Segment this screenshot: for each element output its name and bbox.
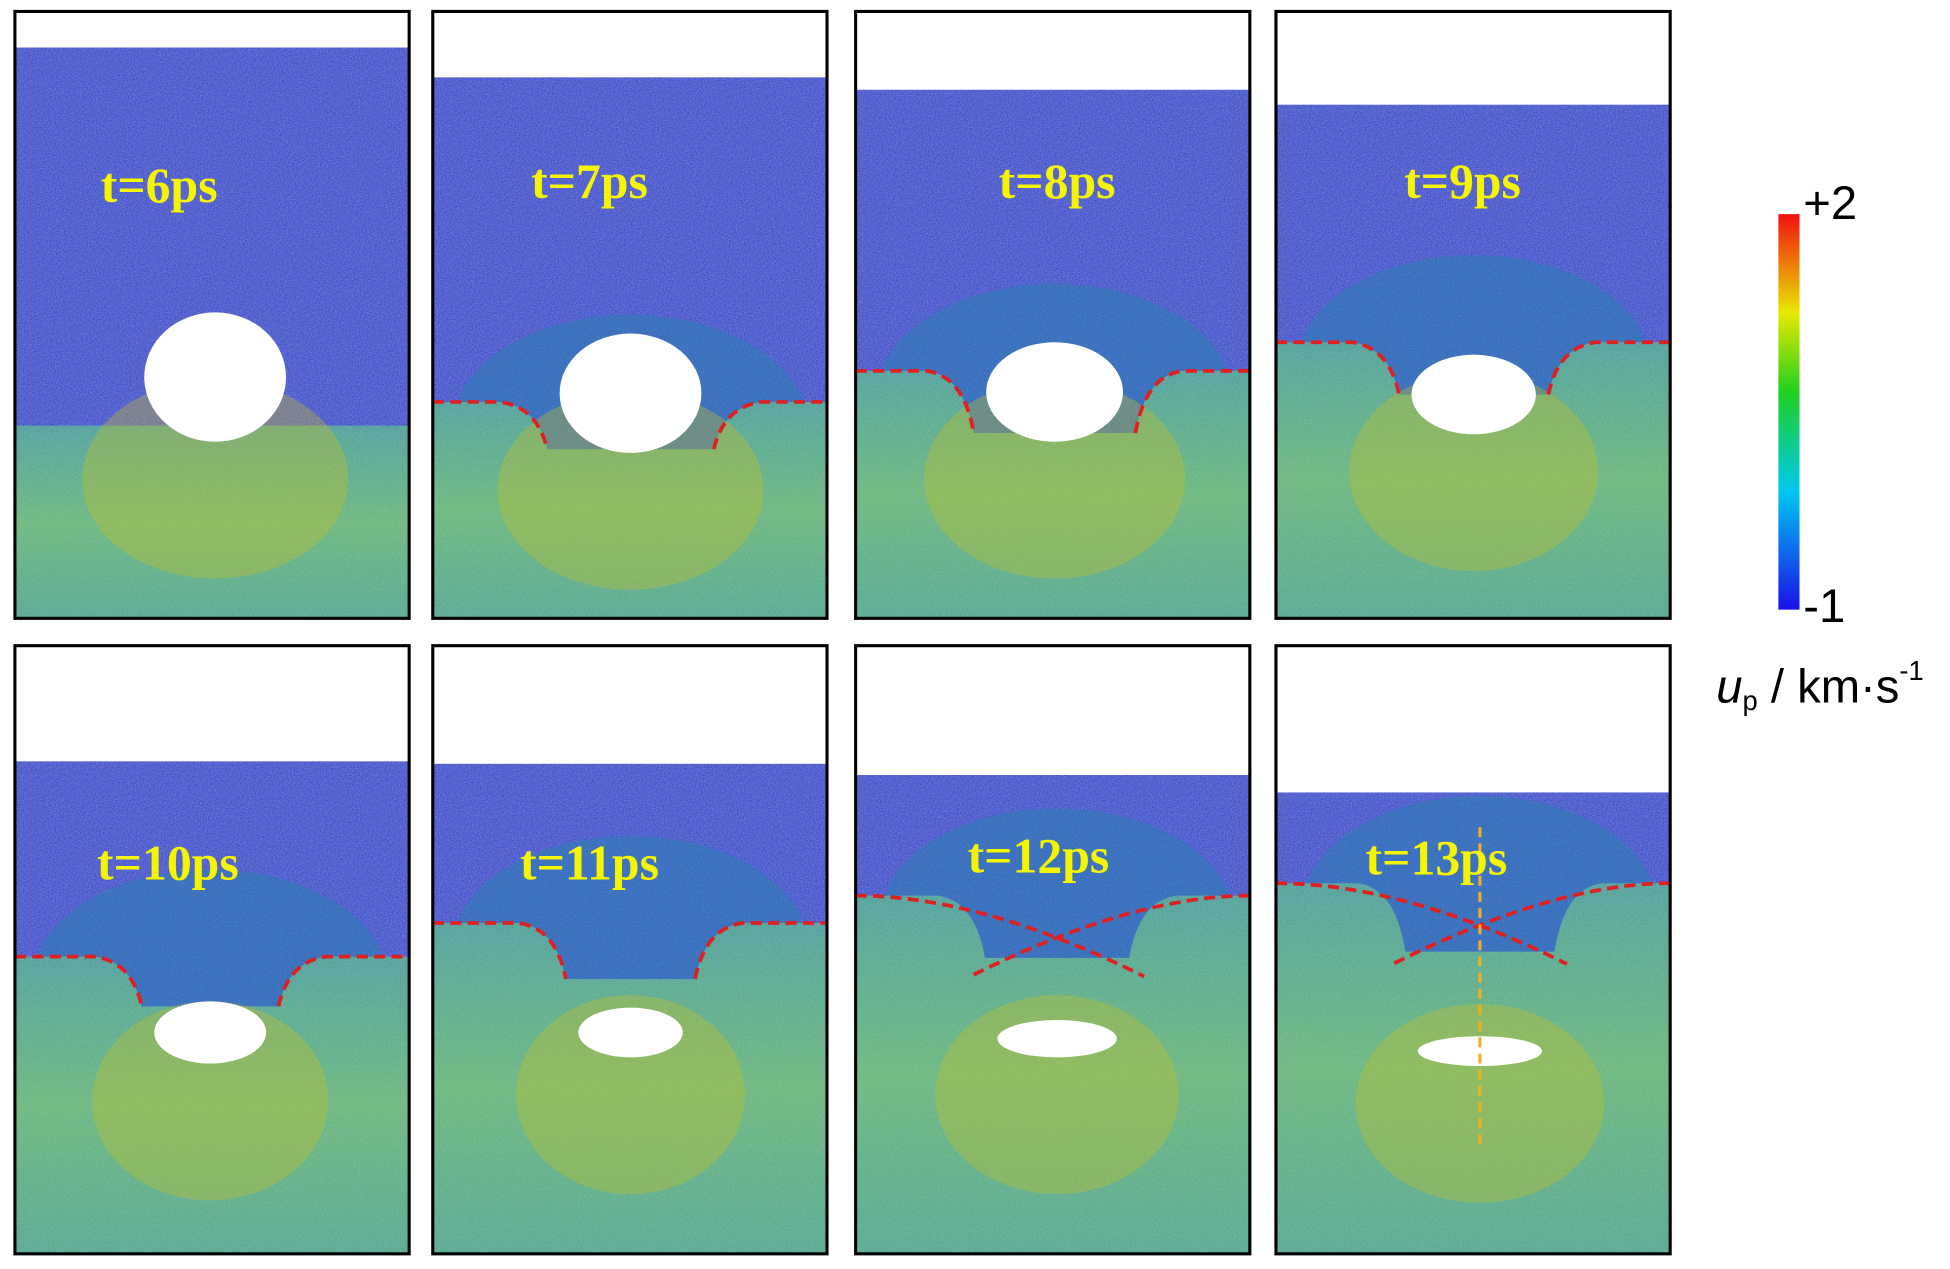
colorbar-max: +2 [1803, 177, 1857, 230]
time-label: t=13ps [1366, 831, 1508, 886]
shocked-region [1275, 342, 1671, 619]
panel: t=8ps [854, 9, 1252, 620]
void [154, 1001, 267, 1064]
panel: t=13ps [1274, 644, 1672, 1256]
panel: t=9ps [1274, 9, 1672, 620]
shocked-region [855, 895, 1250, 1254]
panel-frame [854, 644, 1252, 1256]
hot-spot [497, 390, 764, 590]
void [1417, 1036, 1543, 1067]
void [997, 1020, 1117, 1058]
panel-frame [431, 9, 829, 620]
hot-spot [924, 379, 1186, 579]
shocked-region [432, 401, 828, 619]
shock-front [1275, 881, 1568, 966]
unit-superscript: -1 [1899, 655, 1923, 686]
shock-front [712, 400, 828, 450]
time-label: t=6ps [101, 158, 218, 213]
shocked-region [1275, 883, 1671, 1254]
hot-spot [935, 995, 1179, 1195]
colorbar-min: -1 [1803, 580, 1845, 633]
time-label: t=11ps [520, 836, 659, 891]
hot-spot [1349, 372, 1599, 572]
hot-spot [516, 995, 745, 1195]
shock-front [14, 954, 144, 1007]
panel-frame [854, 9, 1252, 620]
unit-text: / km·s [1758, 661, 1900, 714]
panel: t=12ps [854, 644, 1252, 1256]
shock-front [969, 893, 1250, 979]
panel: t=6ps [13, 9, 411, 620]
time-label: t=8ps [999, 154, 1116, 209]
shock-front [1546, 340, 1671, 395]
time-label: t=7ps [531, 154, 648, 209]
shock-front [1275, 340, 1401, 395]
panel: t=11ps [431, 644, 829, 1256]
shock-front [432, 400, 550, 450]
shock-front [1392, 881, 1671, 966]
hot-spot [82, 379, 349, 579]
shocked-region [14, 956, 410, 1254]
panel-frame [13, 644, 411, 1256]
shock-front [855, 368, 976, 434]
panel: t=10ps [13, 644, 411, 1256]
panel: t=7ps [431, 9, 829, 620]
shocked-region [14, 425, 410, 619]
void [578, 1007, 683, 1058]
colorbar-unit: up / km·s-1 [1716, 655, 1924, 716]
unit-subscript: p [1742, 685, 1757, 716]
unit-symbol: u [1716, 661, 1742, 714]
shock-front [276, 954, 410, 1007]
shock-front [693, 921, 828, 980]
void [986, 342, 1123, 442]
shocked-region [432, 923, 828, 1254]
time-label: t=12ps [968, 828, 1110, 883]
colorbar [1778, 214, 1800, 610]
void [559, 333, 702, 453]
time-label: t=10ps [97, 836, 239, 891]
time-label: t=9ps [1404, 154, 1521, 209]
panel-frame [13, 9, 411, 620]
void [144, 312, 287, 442]
panel-frame [1274, 644, 1672, 1256]
shocked-region [855, 370, 1250, 619]
shock-front [432, 921, 568, 980]
panel-frame [431, 644, 829, 1256]
panel-frame [1274, 9, 1672, 620]
void [1411, 354, 1536, 435]
hot-spot [92, 1001, 329, 1201]
